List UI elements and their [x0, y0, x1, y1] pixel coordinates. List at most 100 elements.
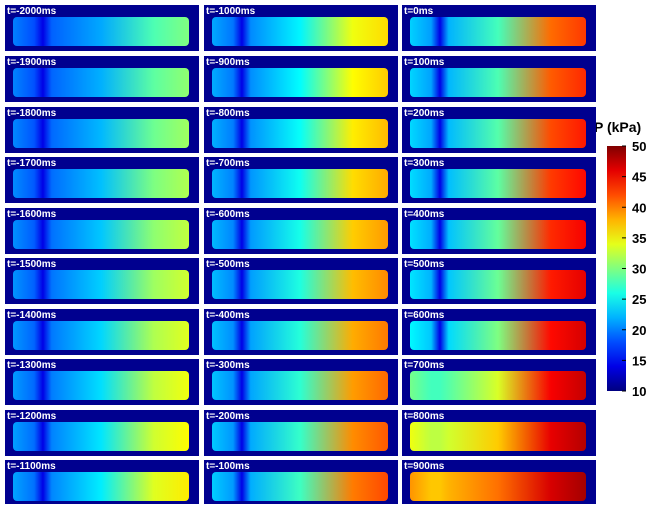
panel: t=-1500ms	[5, 258, 199, 304]
pressure-map	[212, 422, 388, 451]
panel-label: t=-1400ms	[7, 310, 57, 321]
colorbar-tick-label: 35	[632, 231, 646, 246]
colorbar-tick-label: 40	[632, 200, 646, 215]
colorbar-tick-label: 20	[632, 323, 646, 338]
panel: t=-1600ms	[5, 208, 199, 254]
panel-label: t=-1800ms	[7, 108, 57, 119]
colorbar-tick-label: 50	[632, 139, 646, 154]
panel: t=-1900ms	[5, 56, 199, 102]
pressure-map	[13, 17, 189, 46]
pressure-map	[410, 220, 586, 249]
panel-label: t=-300ms	[206, 360, 250, 371]
colorbar-title: P (kPa)	[594, 119, 641, 135]
colorbar-tick-label: 25	[632, 292, 646, 307]
panel-label: t=-100ms	[206, 461, 250, 472]
panel-label: t=400ms	[404, 209, 445, 220]
panel-label: t=500ms	[404, 259, 445, 270]
pressure-map	[410, 119, 586, 148]
panel-label: t=-400ms	[206, 310, 250, 321]
panel-label: t=300ms	[404, 158, 445, 169]
panel-label: t=200ms	[404, 108, 445, 119]
pressure-map	[410, 169, 586, 198]
panel-label: t=700ms	[404, 360, 445, 371]
pressure-map	[13, 321, 189, 350]
panel: t=-800ms	[204, 107, 398, 153]
panel-label: t=900ms	[404, 461, 445, 472]
panel: t=-400ms	[204, 309, 398, 355]
panel-label: t=-1100ms	[7, 461, 56, 472]
colorbar	[607, 146, 626, 391]
panel: t=-100ms	[204, 460, 398, 506]
pressure-map	[13, 169, 189, 198]
panel: t=-700ms	[204, 157, 398, 203]
pressure-map	[13, 422, 189, 451]
panel-label: t=-1900ms	[7, 57, 57, 68]
panel: t=0ms	[402, 5, 596, 51]
pressure-map	[410, 371, 586, 400]
colorbar-tick-label: 45	[632, 170, 646, 185]
pressure-map	[212, 169, 388, 198]
pressure-map	[13, 68, 189, 97]
panel-label: t=-1200ms	[7, 411, 57, 422]
panel-label: t=600ms	[404, 310, 445, 321]
colorbar-tick-label: 10	[632, 384, 646, 399]
panel-label: t=100ms	[404, 57, 445, 68]
pressure-map	[212, 321, 388, 350]
panel: t=600ms	[402, 309, 596, 355]
panel: t=100ms	[402, 56, 596, 102]
pressure-map	[13, 270, 189, 299]
panel: t=-900ms	[204, 56, 398, 102]
pressure-map	[13, 220, 189, 249]
pressure-map	[410, 321, 586, 350]
panel-label: t=-1000ms	[206, 6, 256, 17]
panel: t=900ms	[402, 460, 596, 506]
pressure-map	[13, 371, 189, 400]
pressure-map	[410, 17, 586, 46]
panel: t=200ms	[402, 107, 596, 153]
panel-label: t=-800ms	[206, 108, 250, 119]
panel-label: t=-1300ms	[7, 360, 57, 371]
panel: t=-1000ms	[204, 5, 398, 51]
panel-label: t=-900ms	[206, 57, 250, 68]
pressure-map	[410, 422, 586, 451]
panel: t=-500ms	[204, 258, 398, 304]
panel: t=-1200ms	[5, 410, 199, 456]
panel: t=700ms	[402, 359, 596, 405]
pressure-map	[212, 220, 388, 249]
pressure-map	[410, 270, 586, 299]
pressure-map	[212, 68, 388, 97]
pressure-map	[212, 270, 388, 299]
colorbar-tick-label: 30	[632, 262, 646, 277]
pressure-map	[212, 119, 388, 148]
panel: t=-2000ms	[5, 5, 199, 51]
panel: t=800ms	[402, 410, 596, 456]
panel-label: t=-1700ms	[7, 158, 57, 169]
panel: t=300ms	[402, 157, 596, 203]
panel: t=-1300ms	[5, 359, 199, 405]
panel: t=-1800ms	[5, 107, 199, 153]
panel: t=-200ms	[204, 410, 398, 456]
panel-label: t=-1500ms	[7, 259, 57, 270]
panel: t=-1400ms	[5, 309, 199, 355]
panel-label: t=-2000ms	[7, 6, 57, 17]
pressure-map	[13, 472, 189, 501]
pressure-map	[13, 119, 189, 148]
panel: t=500ms	[402, 258, 596, 304]
panel-label: t=-200ms	[206, 411, 250, 422]
pressure-map	[212, 371, 388, 400]
pressure-map	[212, 17, 388, 46]
panel: t=-300ms	[204, 359, 398, 405]
panel-label: t=-500ms	[206, 259, 250, 270]
panel-label: t=-1600ms	[7, 209, 57, 220]
panel: t=-1100ms	[5, 460, 199, 506]
panel-label: t=-600ms	[206, 209, 250, 220]
panel: t=-600ms	[204, 208, 398, 254]
panel-label: t=800ms	[404, 411, 445, 422]
panel-label: t=-700ms	[206, 158, 250, 169]
colorbar-tick-label: 15	[632, 353, 646, 368]
pressure-map	[212, 472, 388, 501]
panel-label: t=0ms	[404, 6, 434, 17]
panel: t=400ms	[402, 208, 596, 254]
pressure-map	[410, 68, 586, 97]
